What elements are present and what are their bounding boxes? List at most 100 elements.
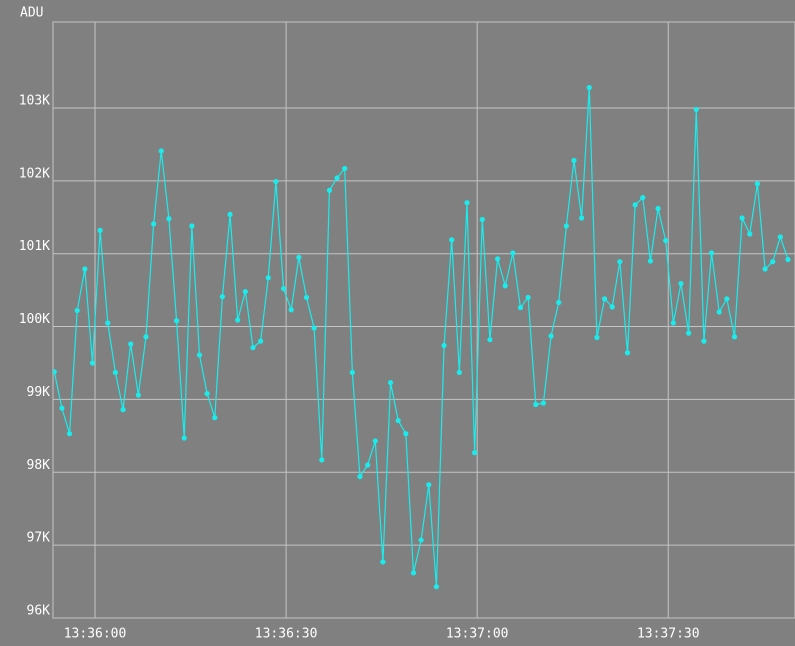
- data-point: [296, 254, 302, 260]
- data-point: [502, 283, 508, 289]
- data-point: [395, 417, 401, 424]
- data-point: [151, 221, 157, 227]
- data-point: [533, 401, 539, 408]
- data-point: [334, 175, 340, 181]
- y-tick-label: 97K: [27, 531, 51, 546]
- data-point: [59, 405, 65, 411]
- data-point: [670, 320, 676, 326]
- data-point: [647, 258, 654, 264]
- y-tick-label: 102K: [19, 166, 50, 181]
- data-point: [571, 157, 577, 164]
- data-point: [196, 352, 203, 358]
- data-point: [280, 286, 287, 292]
- data-point: [640, 194, 646, 201]
- x-tick-label: 13:37:00: [446, 627, 509, 642]
- data-point: [449, 237, 455, 243]
- data-point: [219, 294, 226, 300]
- data-point: [143, 334, 149, 340]
- data-point: [53, 369, 57, 375]
- data-point: [441, 342, 447, 349]
- data-point: [166, 216, 172, 222]
- data-point: [724, 296, 730, 302]
- data-point: [472, 450, 478, 456]
- y-tick-label: 101K: [19, 239, 50, 254]
- y-tick-label: 99K: [27, 385, 51, 400]
- data-point: [716, 309, 722, 315]
- data-point: [785, 256, 791, 263]
- data-point: [632, 202, 638, 208]
- data-point: [112, 369, 119, 376]
- data-point: [128, 341, 134, 347]
- data-point: [273, 178, 279, 185]
- y-tick-label: 98K: [27, 458, 51, 473]
- data-point: [701, 338, 707, 344]
- data-point: [189, 223, 195, 229]
- data-point: [204, 390, 210, 397]
- data-point: [426, 482, 432, 488]
- data-point: [242, 288, 248, 295]
- data-point: [624, 350, 631, 356]
- data-point: [479, 216, 485, 223]
- data-point: [464, 200, 470, 206]
- data-point: [525, 294, 531, 301]
- data-point: [708, 250, 715, 256]
- data-point: [319, 457, 325, 463]
- data-point: [594, 334, 600, 341]
- y-tick-label: 103K: [19, 93, 50, 108]
- x-tick-label: 13:36:30: [255, 627, 318, 642]
- data-point: [403, 431, 409, 437]
- data-point: [693, 106, 699, 113]
- data-point: [97, 227, 103, 233]
- data-point: [89, 360, 96, 366]
- data-point: [601, 296, 608, 302]
- data-point: [82, 266, 88, 272]
- data-point: [540, 400, 547, 406]
- data-point: [303, 294, 310, 301]
- data-point: [250, 345, 256, 351]
- y-tick-label: 96K: [27, 604, 51, 619]
- data-point: [265, 275, 271, 281]
- data-point: [66, 431, 73, 437]
- data-point: [663, 237, 669, 244]
- data-point: [686, 330, 692, 336]
- data-point: [288, 307, 294, 313]
- data-point: [342, 165, 348, 172]
- data-point: [311, 325, 317, 331]
- data-point: [120, 407, 126, 413]
- data-point: [357, 474, 363, 480]
- grid: 96K 97K 98K 99K 100K 101K 102K 103K 13:36:00 13:3…: [19, 22, 795, 642]
- data-point: [770, 259, 776, 265]
- data-point: [747, 231, 753, 237]
- data-point: [387, 380, 394, 386]
- y-tick-label: 100K: [19, 312, 50, 327]
- data-point: [678, 280, 684, 287]
- data-point: [326, 187, 333, 193]
- data-point: [380, 559, 386, 565]
- y-axis-label: ADU: [20, 6, 43, 21]
- data-point: [556, 299, 562, 306]
- x-tick-label: 13:36:00: [64, 627, 127, 642]
- data-point: [494, 256, 501, 262]
- x-tick-label: 13:37:30: [637, 627, 700, 642]
- data-point: [235, 317, 241, 323]
- data-point: [579, 215, 585, 221]
- data-point: [517, 305, 524, 311]
- plot-area: [52, 21, 795, 619]
- data-point: [158, 148, 164, 154]
- data-point: [456, 369, 462, 376]
- data-point: [487, 337, 493, 343]
- data-point: [731, 334, 738, 340]
- data-point: [258, 338, 264, 344]
- data-point: [655, 205, 661, 212]
- data-point: [617, 259, 623, 265]
- data-point: [227, 211, 233, 217]
- data-point: [510, 250, 516, 256]
- data-point: [135, 392, 141, 398]
- data-point: [754, 181, 761, 187]
- data-point: [762, 266, 768, 272]
- data-point: [418, 537, 424, 543]
- data-point: [365, 462, 371, 468]
- data-point: [739, 215, 745, 221]
